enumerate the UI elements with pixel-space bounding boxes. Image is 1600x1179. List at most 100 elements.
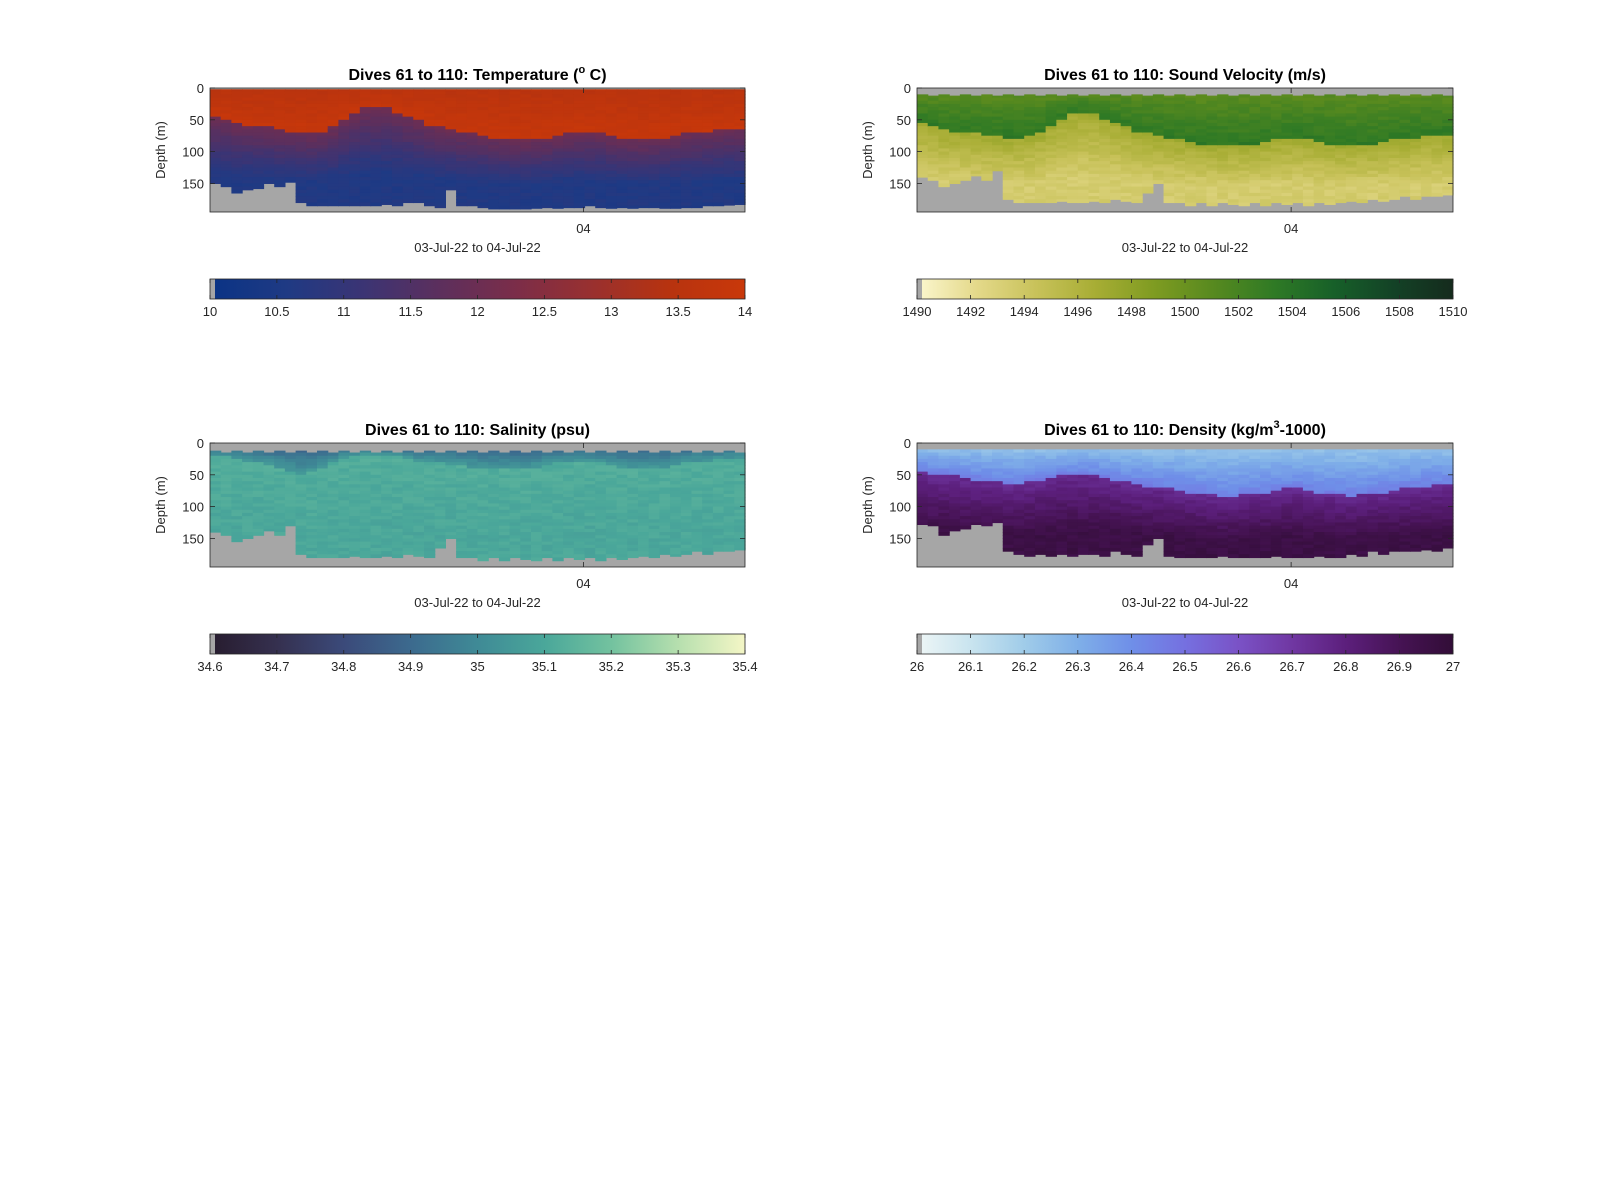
- heatmap-cell: [659, 91, 671, 95]
- heatmap-cell: [680, 129, 693, 134]
- heatmap-cell: [992, 167, 1004, 172]
- heatmap-cell: [274, 151, 286, 156]
- heatmap-cell: [1109, 94, 1122, 99]
- heatmap-cell: [263, 493, 275, 498]
- heatmap-cell: [1356, 199, 1368, 204]
- heatmap-cell: [349, 493, 361, 498]
- heatmap-cell: [477, 145, 489, 150]
- heatmap-cell: [702, 164, 714, 169]
- heatmap-cell: [648, 477, 660, 482]
- heatmap-cell: [1410, 107, 1422, 111]
- heatmap-cell: [338, 484, 350, 489]
- heatmap-cell: [1227, 132, 1240, 137]
- heatmap-cell: [1002, 97, 1015, 102]
- heatmap-cell: [638, 506, 650, 511]
- heatmap-cell: [391, 173, 404, 178]
- heatmap-cell: [445, 180, 457, 184]
- heatmap-cell: [981, 135, 993, 140]
- heatmap-cell: [981, 107, 993, 111]
- heatmap-cell: [306, 138, 318, 143]
- heatmap-cell: [638, 122, 650, 127]
- heatmap-cell: [327, 113, 339, 118]
- heatmap-cell: [616, 493, 628, 498]
- heatmap-cell: [552, 116, 564, 121]
- heatmap-cell: [231, 186, 243, 191]
- heatmap-cell: [413, 157, 425, 162]
- heatmap-cell: [638, 490, 650, 495]
- heatmap-cell: [1217, 97, 1229, 102]
- heatmap-cell: [1217, 199, 1229, 204]
- heatmap-cell: [327, 554, 339, 559]
- heatmap-cell: [284, 132, 297, 137]
- heatmap-cell: [327, 458, 339, 463]
- heatmap-cell: [274, 180, 286, 184]
- heatmap-cell: [381, 157, 393, 162]
- heatmap-cell: [992, 135, 1004, 140]
- heatmap-cell: [338, 196, 350, 200]
- heatmap-cell: [381, 151, 393, 156]
- colorbar-tick-label: 10.5: [264, 304, 289, 319]
- heatmap-cell: [1345, 135, 1358, 140]
- heatmap-cell: [370, 484, 382, 489]
- heatmap-cell: [391, 94, 404, 99]
- heatmap-cell: [638, 538, 650, 543]
- heatmap-cell: [498, 119, 511, 124]
- heatmap-cell: [445, 452, 457, 457]
- heatmap-cell: [402, 506, 414, 511]
- heatmap-cell: [338, 544, 350, 549]
- heatmap-cell: [1067, 186, 1079, 191]
- heatmap-cell: [488, 474, 500, 479]
- heatmap-cell: [1217, 132, 1229, 137]
- heatmap-cell: [1270, 100, 1283, 105]
- colorbar-tick-label: 1504: [1278, 304, 1307, 319]
- heatmap-cell: [327, 100, 339, 105]
- heatmap-cell: [680, 177, 693, 181]
- heatmap-cell: [1024, 164, 1036, 169]
- heatmap-cell: [1088, 97, 1100, 102]
- heatmap-cell: [927, 173, 940, 178]
- heatmap-cell: [1034, 167, 1047, 172]
- heatmap-cell: [306, 113, 318, 118]
- heatmap-cell: [702, 170, 714, 175]
- heatmap-cell: [520, 100, 532, 105]
- heatmap-cell: [949, 103, 961, 108]
- heatmap-cell: [466, 116, 479, 121]
- heatmap-cell: [531, 122, 543, 127]
- heatmap-cell: [284, 455, 297, 460]
- heatmap-cell: [370, 89, 382, 92]
- heatmap-cell: [702, 151, 714, 156]
- x-tick-label: 04: [1284, 221, 1298, 236]
- heatmap-cell: [670, 180, 682, 184]
- heatmap-cell: [434, 484, 446, 489]
- heatmap-cell: [317, 94, 329, 99]
- heatmap-cell: [627, 522, 639, 527]
- heatmap-cell: [231, 509, 243, 514]
- heatmap-cell: [1174, 157, 1186, 162]
- heatmap-cell: [1088, 180, 1100, 184]
- heatmap-cell: [231, 493, 243, 498]
- heatmap-cell: [434, 91, 446, 95]
- heatmap-cell: [220, 458, 232, 463]
- heatmap-cell: [317, 484, 329, 489]
- heatmap-cell: [563, 122, 575, 127]
- heatmap-cell: [1045, 126, 1057, 130]
- heatmap-cell: [424, 142, 436, 146]
- heatmap-cell: [573, 450, 586, 454]
- heatmap-cell: [573, 113, 586, 118]
- heatmap-cell: [1227, 151, 1240, 156]
- heatmap-cell: [584, 126, 596, 130]
- heatmap-cell: [306, 177, 318, 181]
- heatmap-cell: [434, 503, 446, 508]
- heatmap-cell: [1345, 110, 1358, 115]
- heatmap-cell: [338, 180, 350, 184]
- heatmap-cell: [1377, 135, 1390, 140]
- heatmap-cell: [970, 164, 982, 169]
- heatmap-cell: [723, 192, 735, 197]
- heatmap-cell: [424, 119, 436, 124]
- heatmap-cell: [445, 516, 457, 520]
- heatmap-cell: [584, 161, 596, 165]
- heatmap-cell: [317, 173, 329, 178]
- heatmap-cell: [552, 487, 564, 492]
- heatmap-cell: [242, 103, 254, 108]
- heatmap-cell: [1227, 126, 1240, 130]
